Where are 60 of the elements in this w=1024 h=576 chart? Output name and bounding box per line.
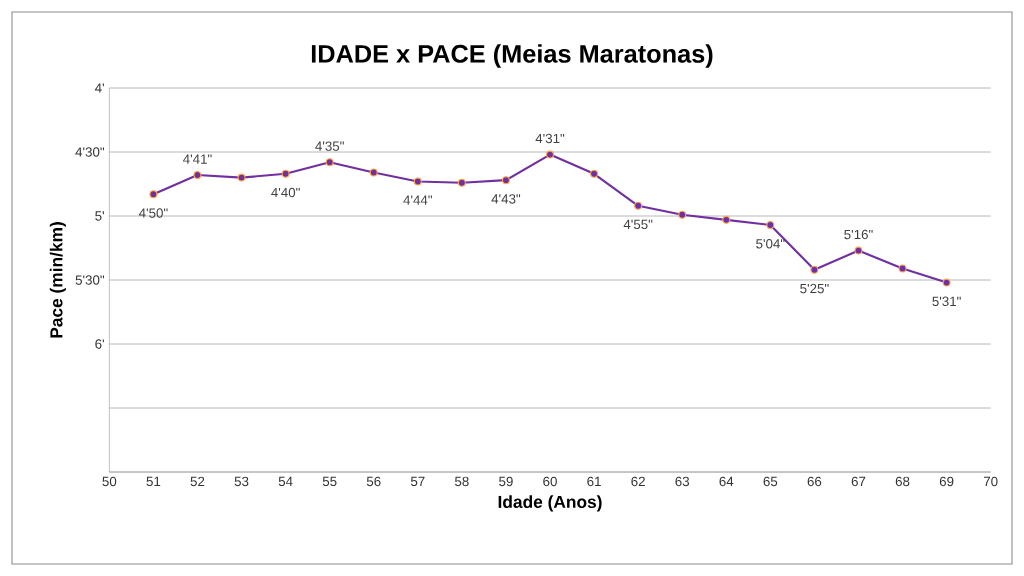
point [501,176,510,185]
x-tick-label: 55 [322,476,337,487]
x-tick-label: 66 [807,476,822,487]
annotation: 4'50" [138,208,168,218]
x-tick-label: 64 [719,476,734,487]
y-tick-label: 4'30" [75,147,105,157]
annotation: 4'55" [623,219,653,230]
point [546,150,555,159]
x-tick-label: 59 [499,476,513,487]
x-tick-label: 61 [587,476,601,487]
point [810,265,819,274]
y-tick-label: 4' [94,83,104,93]
point [149,190,158,199]
x-tick-label: 58 [455,476,469,487]
x-tick-label: 57 [410,476,425,487]
annotation: 4'40" [271,187,300,198]
x-tick-label: 62 [631,476,645,487]
y-axis-title: Pace (min/km) [49,222,66,338]
point [457,178,466,187]
x-tick-label: 56 [366,476,381,487]
y-tick-label: 5'30" [75,275,105,285]
x-tick-label: 52 [190,476,205,487]
x-tick-label: 67 [851,476,866,487]
y-tick-label: 6' [95,339,104,349]
annotation: 4'44" [403,195,432,205]
x-tick-label: 50 [102,476,117,487]
point [722,215,731,224]
x-tick-label: 68 [895,476,910,487]
point [678,210,687,219]
y-tick-label: 5' [95,211,104,221]
point [942,278,951,287]
x-tick-label: 65 [763,476,778,487]
point [325,158,334,167]
point [413,177,422,186]
x-tick-label: 54 [278,476,293,487]
point [766,220,775,229]
point [590,169,599,178]
x-tick-label: 60 [543,476,557,487]
point [854,246,863,255]
point [281,169,290,178]
annotation: 5'25" [800,283,829,294]
point [193,171,202,180]
x-tick-label: 63 [675,476,690,487]
x-tick-label: 70 [983,476,998,487]
annotation: 4'35" [315,141,344,151]
point [369,168,378,177]
point [237,173,246,182]
annotation: 5'16" [844,229,873,240]
chart-title: IDADE x PACE (Meias Maratonas) [311,44,713,68]
x-tick-label: 51 [146,476,161,487]
point [898,264,907,273]
annotation: 4'43" [491,194,521,204]
point [634,201,643,210]
x-tick-label: 69 [939,476,954,487]
annotation: 4'31" [535,133,565,144]
x-tick-label: 53 [234,476,249,487]
annotation: 5'04" [756,239,785,249]
annotation: 5'31" [932,296,961,307]
x-axis-title: Idade (Anos) [498,495,602,512]
annotation: 4'41" [183,154,212,164]
